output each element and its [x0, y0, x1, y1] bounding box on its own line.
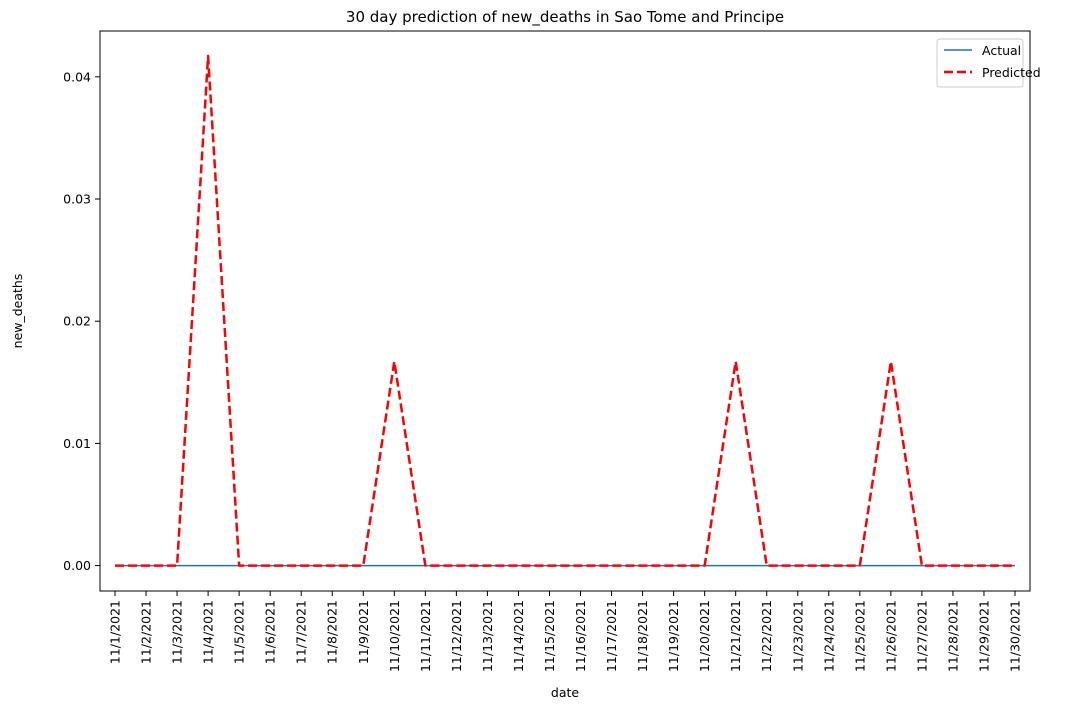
x-tick-label: 11/14/2021 — [511, 600, 526, 672]
x-tick-label: 11/9/2021 — [356, 600, 371, 664]
x-tick-label: 11/4/2021 — [201, 600, 216, 664]
y-axis: 0.00 0.01 0.02 0.03 0.04 — [63, 69, 100, 573]
y-tick-label: 0.01 — [63, 436, 91, 451]
x-tick-label: 11/25/2021 — [852, 600, 867, 672]
series-layer — [115, 54, 1015, 567]
x-tick-label: 11/11/2021 — [418, 600, 433, 672]
x-tick-label: 11/8/2021 — [325, 600, 340, 664]
x-tick-label: 11/27/2021 — [914, 600, 929, 672]
x-tick-label: 11/21/2021 — [728, 600, 743, 672]
x-tick-label: 11/26/2021 — [883, 600, 898, 672]
y-tick-label: 0.02 — [63, 314, 91, 329]
x-tick-label: 11/22/2021 — [759, 600, 774, 672]
x-tick-label: 11/18/2021 — [635, 600, 650, 672]
x-tick-label: 11/5/2021 — [232, 600, 247, 664]
x-tick-label: 11/7/2021 — [294, 600, 309, 664]
x-axis-label: date — [551, 685, 579, 700]
x-tick-label: 11/19/2021 — [666, 600, 681, 672]
legend-label-predicted: Predicted — [982, 65, 1041, 80]
y-tick-label: 0.03 — [63, 192, 91, 207]
x-tick-label: 11/1/2021 — [108, 600, 123, 664]
x-tick-label: 11/6/2021 — [263, 600, 278, 664]
y-axis-label: new_deaths — [10, 274, 25, 349]
x-tick-label: 11/15/2021 — [542, 600, 557, 672]
x-tick-label: 11/16/2021 — [573, 600, 588, 672]
legend-box — [936, 38, 1024, 88]
x-tick-label: 11/17/2021 — [604, 600, 619, 672]
x-tick-label: 11/23/2021 — [790, 600, 805, 672]
x-tick-label: 11/20/2021 — [697, 600, 712, 672]
y-tick-label: 0.04 — [63, 69, 91, 84]
chart-title: 30 day prediction of new_deaths in Sao T… — [346, 8, 784, 27]
x-axis: 11/1/2021 11/2/2021 11/3/2021 11/4/2021 11/5… — [108, 591, 1023, 672]
plot-area — [99, 30, 1031, 592]
legend: Actual Predicted — [936, 38, 1041, 88]
x-tick-label: 11/3/2021 — [170, 600, 185, 664]
x-tick-label: 11/29/2021 — [976, 600, 991, 672]
x-tick-label: 11/12/2021 — [449, 600, 464, 672]
legend-label-actual: Actual — [982, 43, 1021, 58]
x-tick-label: 11/30/2021 — [1008, 600, 1023, 672]
x-tick-label: 11/13/2021 — [480, 600, 495, 672]
x-tick-label: 11/28/2021 — [945, 600, 960, 672]
x-tick-label: 11/24/2021 — [821, 600, 836, 672]
y-tick-label: 0.00 — [63, 558, 91, 573]
x-tick-label: 11/2/2021 — [139, 600, 154, 664]
x-tick-label: 11/10/2021 — [387, 600, 402, 672]
series-line-predicted — [115, 54, 1015, 567]
